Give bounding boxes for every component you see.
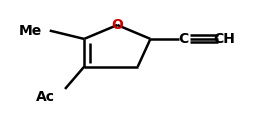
Text: CH: CH: [213, 32, 234, 46]
Text: Ac: Ac: [36, 90, 55, 104]
Text: C: C: [178, 32, 188, 46]
Text: O: O: [111, 18, 123, 32]
Text: Me: Me: [19, 24, 42, 38]
